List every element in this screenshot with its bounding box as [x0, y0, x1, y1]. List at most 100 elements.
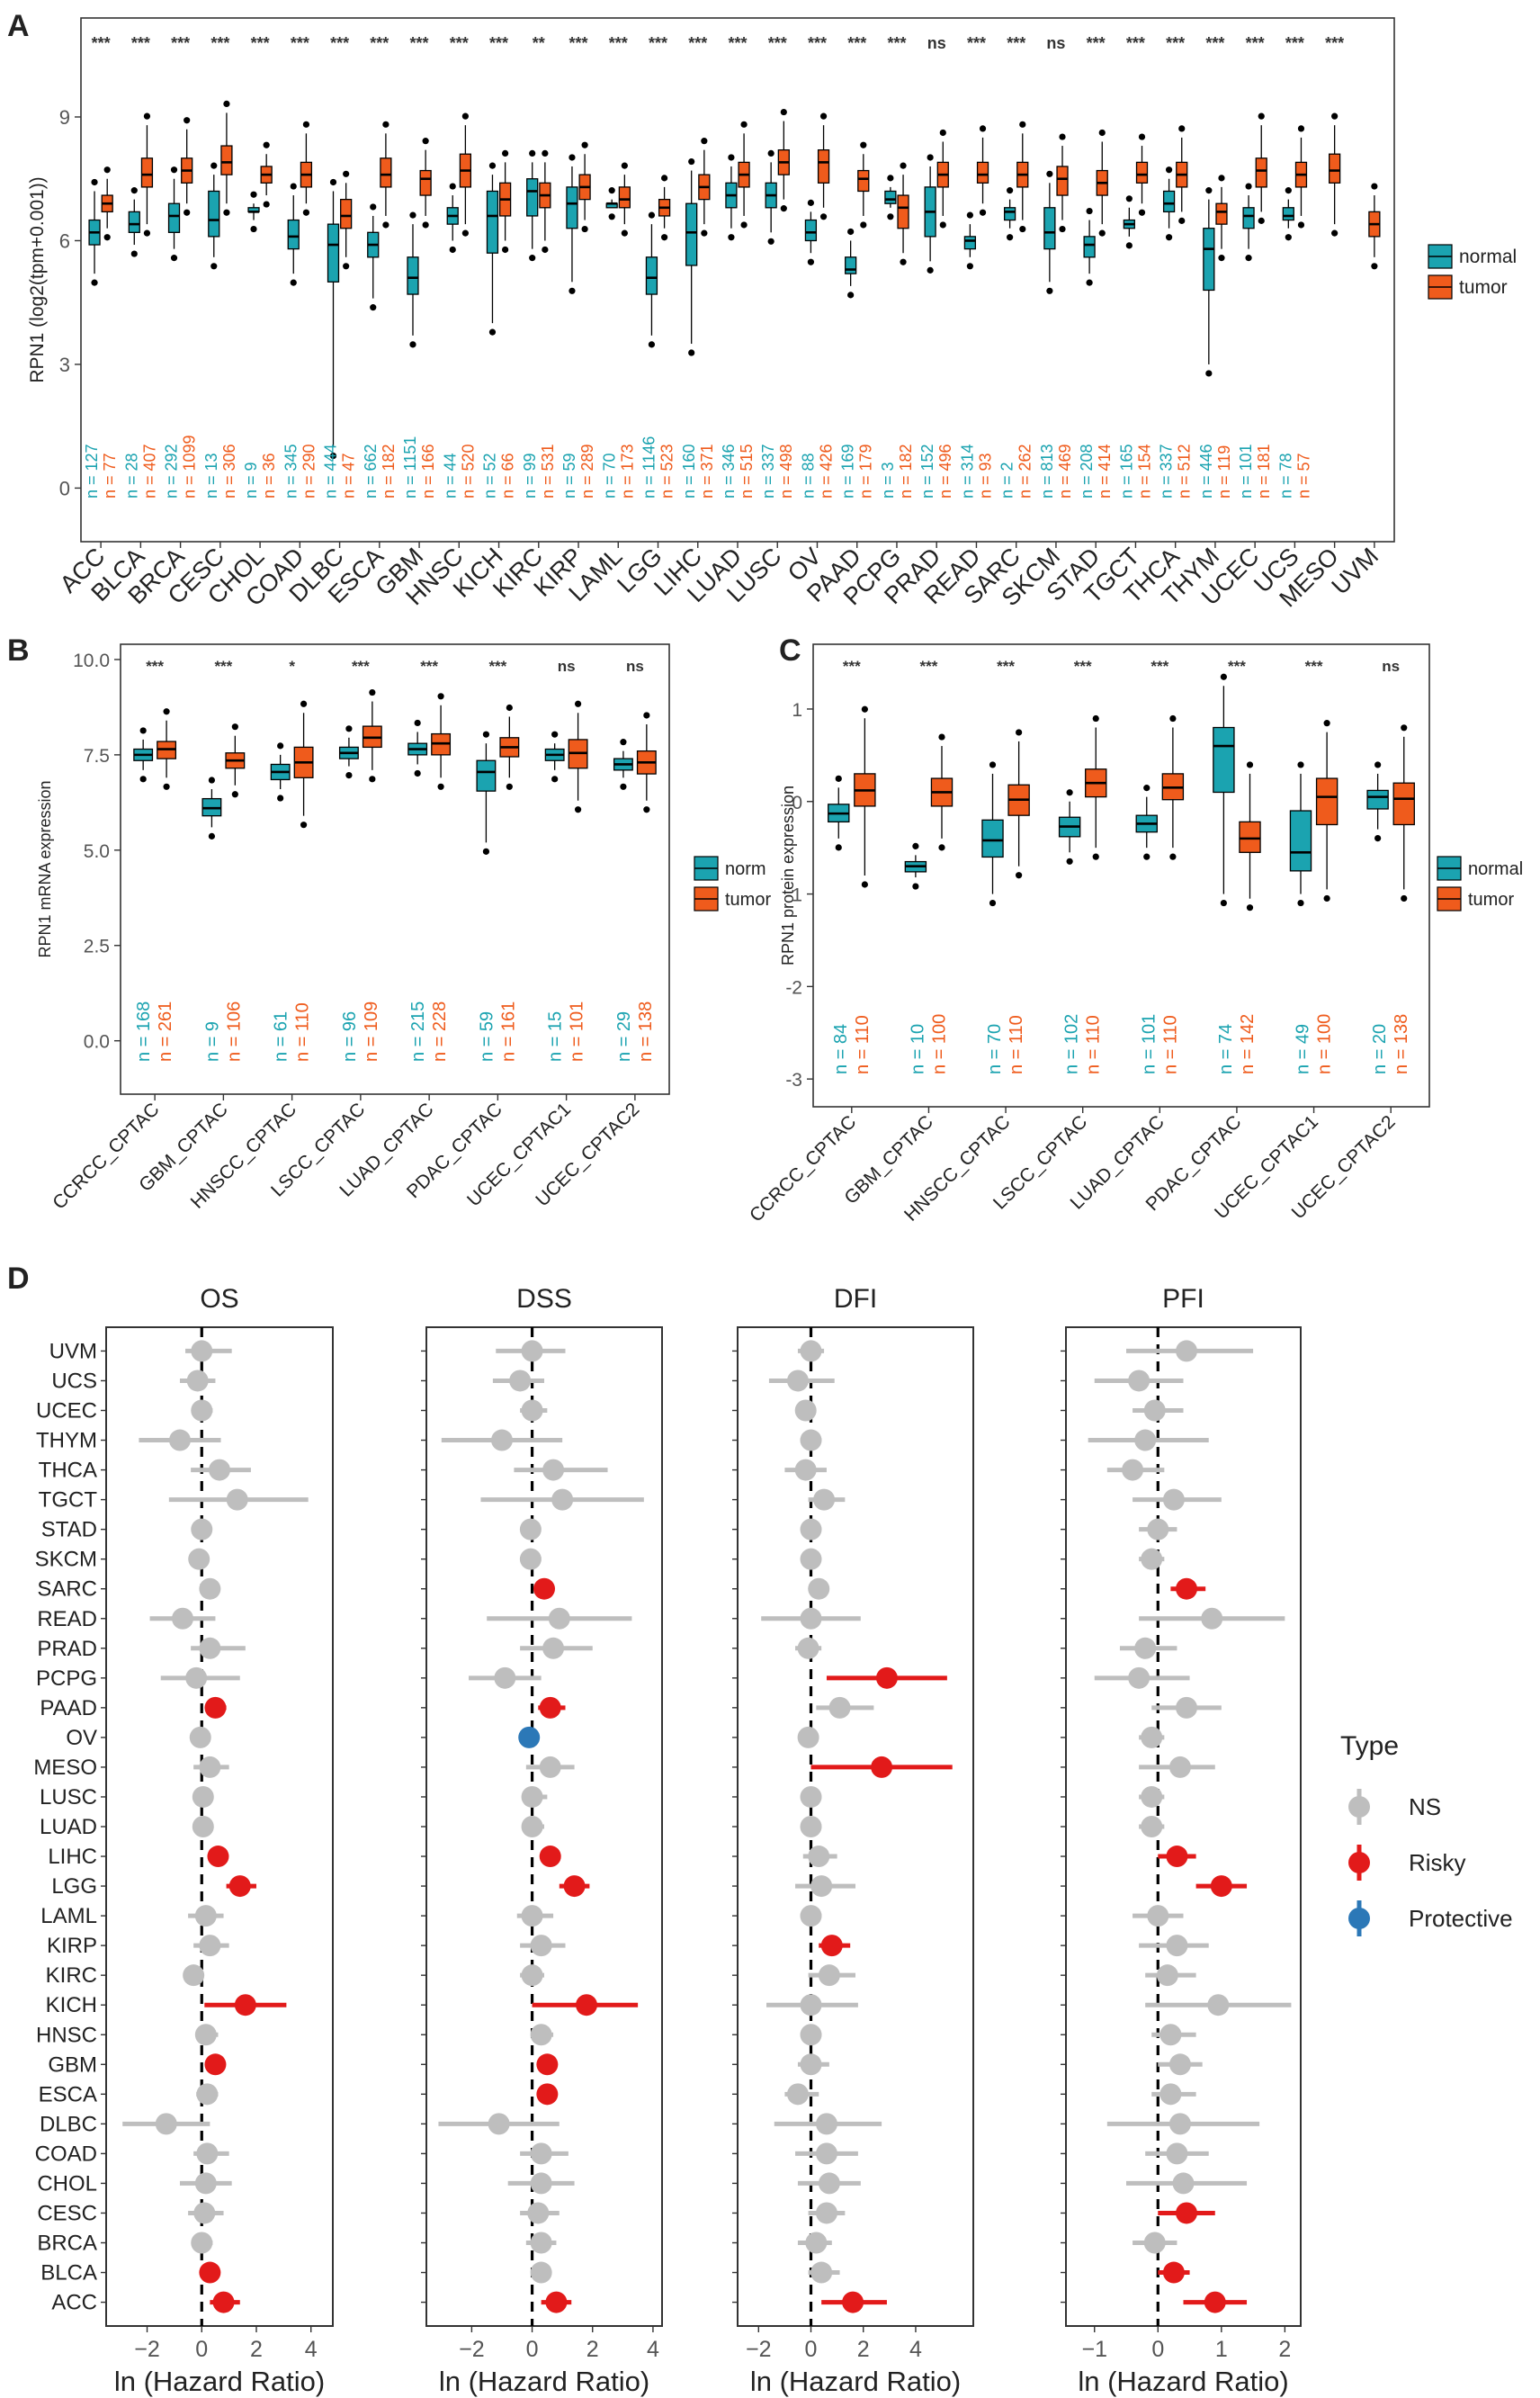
hazard-point: [545, 2291, 568, 2313]
forest-x-tick-label: 0: [195, 2337, 208, 2362]
forest-x-tick-label: 4: [909, 2337, 922, 2362]
tumor-outlier: [1401, 894, 1408, 903]
tumor-outlier: [900, 162, 907, 169]
n-normal-label: n = 101: [1237, 444, 1255, 498]
tumor-outlier: [143, 112, 151, 120]
tumor-box: [220, 145, 233, 175]
y-tick-label: 0: [792, 793, 802, 813]
hazard-point: [194, 1905, 217, 1927]
tumor-outlier: [701, 138, 708, 145]
n-tumor-label: n = 142: [1238, 1014, 1258, 1074]
tumor-outlier: [184, 209, 191, 216]
hazard-point: [1166, 2142, 1188, 2165]
n-tumor-label: n = 36: [260, 453, 278, 498]
n-normal-label: n = 160: [680, 444, 698, 498]
normal-outlier: [927, 154, 934, 161]
tumor-outlier: [740, 121, 748, 128]
hazard-point: [1168, 1756, 1191, 1778]
n-tumor-label: n = 523: [658, 444, 676, 498]
forest-category-label: MESO: [33, 1756, 97, 1780]
normal-outlier: [449, 246, 456, 254]
n-normal-label: n = 662: [362, 444, 380, 498]
legend-normal-label: normal: [1468, 859, 1523, 879]
tumor-outlier: [343, 263, 350, 270]
tumor-outlier: [184, 117, 191, 124]
normal-outlier: [529, 255, 536, 262]
panel-A-frame: [80, 17, 1395, 543]
normal-outlier: [290, 279, 297, 286]
significance-label: ***: [171, 34, 190, 52]
significance-label: ***: [997, 658, 1015, 675]
forest-category-label: KIRP: [47, 1934, 97, 1958]
normal-box: [1366, 789, 1389, 810]
n-tumor-label: n = 469: [1056, 444, 1074, 498]
normal-outlier: [1165, 166, 1173, 174]
legend-type-label: Protective: [1409, 1905, 1513, 1932]
tumor-outlier: [231, 791, 238, 798]
panel-C-frame: [812, 643, 1430, 1108]
tumor-outlier: [643, 712, 650, 719]
hazard-point: [209, 1459, 230, 1481]
tumor-outlier: [1331, 229, 1339, 237]
n-tumor-label: n = 228: [430, 1001, 450, 1062]
tumor-outlier: [502, 246, 509, 254]
forest-category-label: SKCM: [35, 1548, 97, 1572]
tumor-outlier: [979, 125, 987, 132]
hazard-point: [548, 1607, 570, 1630]
tumor-outlier: [1297, 125, 1305, 132]
tumor-outlier: [574, 806, 582, 813]
tumor-outlier: [574, 700, 582, 707]
hazard-point: [234, 1994, 256, 2016]
normal-outlier: [1143, 853, 1151, 860]
n-normal-label: n = 9: [202, 1021, 222, 1062]
hazard-point: [871, 1756, 893, 1778]
tumor-outlier: [382, 221, 389, 229]
tumor-outlier: [223, 100, 230, 108]
tumor-box: [340, 198, 353, 229]
normal-outlier: [449, 183, 456, 190]
n-normal-label: n = 102: [1062, 1014, 1082, 1074]
significance-label: ***: [410, 34, 429, 52]
n-normal-label: n = 20: [1370, 1024, 1390, 1074]
tumor-box: [1135, 161, 1149, 184]
hazard-point: [1159, 2024, 1182, 2046]
hazard-point: [530, 2261, 552, 2284]
normal-outlier: [989, 899, 997, 907]
n-tumor-label: n = 161: [498, 1001, 518, 1062]
normal-outlier: [488, 162, 497, 169]
normal-box: [1213, 726, 1235, 794]
legend-tumor-label: tumor: [725, 890, 771, 910]
tumor-outlier: [302, 121, 310, 128]
tumor-outlier: [1323, 894, 1330, 903]
hazard-point: [794, 1399, 817, 1422]
hazard-point: [172, 1607, 194, 1630]
forest-category-label: PRAD: [37, 1637, 97, 1661]
tumor-outlier: [938, 844, 945, 851]
normal-outlier: [551, 731, 559, 738]
hazard-point: [490, 1429, 513, 1451]
legend-normal-label: normal: [1459, 247, 1517, 267]
tumor-outlier: [1138, 133, 1146, 140]
forest-category-label: LAML: [40, 1904, 97, 1928]
y-tick-label: 6: [59, 229, 70, 252]
x-category-label: CCRCC_CPTAC: [49, 1099, 163, 1213]
forest-x-tick-label: 2: [586, 2337, 599, 2362]
n-tumor-label: n = 290: [300, 444, 318, 498]
hazard-point: [155, 2113, 177, 2135]
n-normal-label: n = 10: [908, 1024, 927, 1074]
normal-box: [1203, 228, 1215, 292]
hazard-point: [1166, 1846, 1188, 1868]
normal-box: [167, 202, 181, 233]
n-tumor-label: n = 289: [578, 444, 596, 498]
tumor-outlier: [343, 170, 350, 177]
y-tick-label: 9: [59, 106, 70, 129]
hazard-point: [797, 1637, 819, 1659]
significance-label: ***: [488, 658, 506, 675]
significance-label: ***: [967, 34, 986, 52]
hazard-point: [551, 1488, 574, 1511]
tumor-outlier: [302, 209, 310, 216]
hazard-point: [191, 1399, 213, 1422]
forest-category-label: PCPG: [36, 1666, 97, 1691]
hazard-point: [536, 2083, 559, 2106]
tumor-outlier: [1178, 217, 1186, 224]
